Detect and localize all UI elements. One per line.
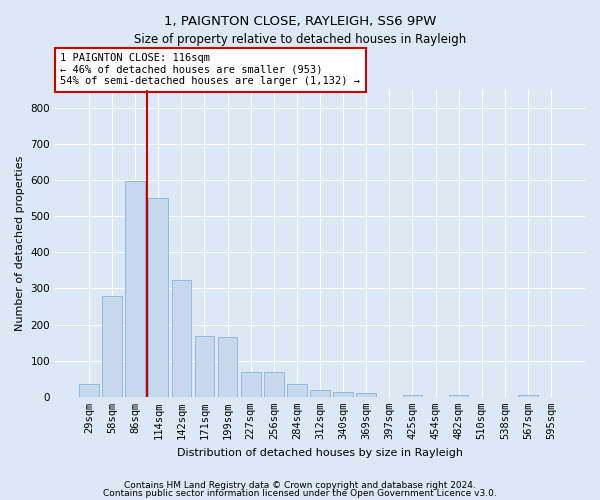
Text: 1, PAIGNTON CLOSE, RAYLEIGH, SS6 9PW: 1, PAIGNTON CLOSE, RAYLEIGH, SS6 9PW — [164, 15, 436, 28]
Bar — [194, 336, 214, 397]
Bar — [241, 372, 260, 397]
Bar — [518, 394, 538, 397]
Bar — [102, 296, 122, 397]
Bar — [79, 384, 99, 397]
X-axis label: Distribution of detached houses by size in Rayleigh: Distribution of detached houses by size … — [177, 448, 463, 458]
Bar — [148, 198, 168, 397]
Bar — [310, 390, 330, 397]
Bar — [218, 337, 238, 397]
Bar — [403, 394, 422, 397]
Text: Size of property relative to detached houses in Rayleigh: Size of property relative to detached ho… — [134, 32, 466, 46]
Bar — [172, 280, 191, 397]
Bar — [264, 372, 284, 397]
Text: Contains HM Land Registry data © Crown copyright and database right 2024.: Contains HM Land Registry data © Crown c… — [124, 481, 476, 490]
Bar — [334, 392, 353, 397]
Text: Contains public sector information licensed under the Open Government Licence v3: Contains public sector information licen… — [103, 488, 497, 498]
Bar — [287, 384, 307, 397]
Bar — [356, 393, 376, 397]
Y-axis label: Number of detached properties: Number of detached properties — [15, 156, 25, 331]
Bar — [125, 180, 145, 397]
Bar — [449, 395, 469, 397]
Text: 1 PAIGNTON CLOSE: 116sqm
← 46% of detached houses are smaller (953)
54% of semi-: 1 PAIGNTON CLOSE: 116sqm ← 46% of detach… — [61, 54, 361, 86]
